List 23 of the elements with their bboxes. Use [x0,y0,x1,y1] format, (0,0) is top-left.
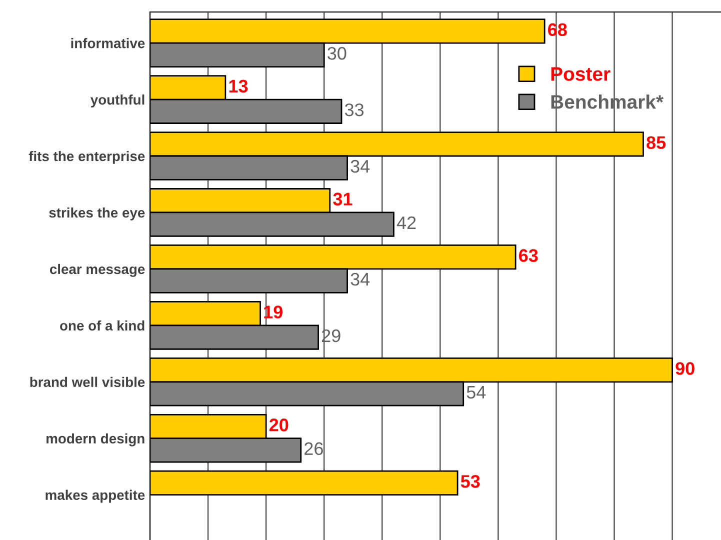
data-label: 63 [519,249,538,262]
data-label: 31 [333,192,352,206]
data-label: 26 [304,442,323,456]
data-label: 33 [344,103,364,116]
data-label: 54 [466,386,486,399]
y-tick-label: informative [71,38,145,48]
y-tick-label: clear message [50,264,145,277]
data-label: 20 [269,418,288,432]
data-label: 34 [350,272,370,286]
data-label: 53 [460,475,480,488]
y-tick-label: strikes the eye [49,207,145,220]
y-tick-label: makes appetite [46,490,145,503]
y-tick-label: youthful [90,94,144,108]
data-label: 90 [676,362,694,375]
data-label: 13 [229,80,248,93]
y-tick-label: modern design [46,433,144,446]
data-label: 42 [396,216,416,229]
y-tick-label: brand well visible [30,376,145,388]
data-label: 85 [646,136,666,149]
data-label: 34 [350,160,370,173]
y-tick-label: fits the enterprise [28,150,145,164]
data-label: 30 [328,46,346,60]
y-tick-label: one of a kind [60,320,144,331]
